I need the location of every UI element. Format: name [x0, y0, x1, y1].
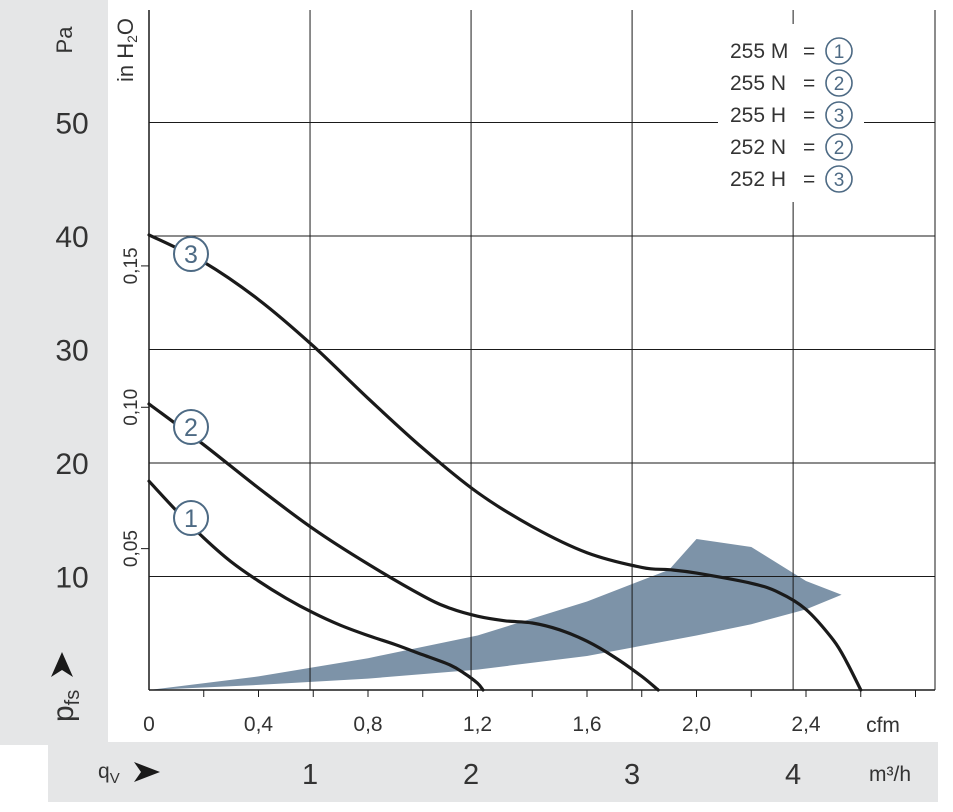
legend-model-label: 252 N: [730, 136, 786, 159]
cfm-tick-label: 1,6: [572, 713, 601, 736]
pa-tick-label: 20: [55, 448, 88, 481]
legend-equals: =: [803, 136, 815, 159]
curve-1-marker: [173, 500, 209, 536]
curve-2-marker-number: 2: [184, 414, 198, 442]
cfm-tick-label: 0: [143, 713, 155, 736]
legend: 255 M = 1 255 N = 2 255 H = 3 252 N = 2 252 H = 3: [730, 37, 853, 193]
cfm-tick-label: 2,0: [682, 713, 711, 736]
legend-model-label: 255 M: [730, 40, 788, 63]
inh2o-tick-labels: 0,05 0,10 0,15: [121, 247, 149, 567]
legend-curve-circle: [825, 37, 853, 65]
legend-curve-number: 3: [834, 170, 845, 191]
curve-3-line: [147, 233, 863, 692]
curve-markers: 1 2 3: [173, 236, 209, 536]
curve-1-marker-number: 1: [184, 505, 198, 533]
x-direction-arrow-icon: [134, 762, 160, 782]
bottom-axis-panel: [48, 742, 938, 802]
cfm-tick-label: 0,8: [353, 713, 382, 736]
x-axis-ticks: [203, 690, 916, 697]
legend-equals: =: [803, 72, 815, 95]
pa-tick-label: 40: [55, 221, 88, 254]
grid: [149, 10, 936, 690]
legend-curve-circle: [825, 165, 853, 193]
legend-curve-number: 1: [834, 42, 845, 63]
m3h-unit-label: m³/h: [869, 763, 911, 786]
legend-model-label: 252 H: [730, 168, 786, 191]
legend-curve-number: 3: [834, 106, 845, 127]
curve-1-line: [147, 479, 485, 692]
inh2o-tick-label: 0,10: [121, 389, 142, 426]
curve-2-line: [147, 402, 660, 692]
m3h-tick-label: 2: [463, 759, 479, 791]
cfm-unit-label: cfm: [866, 714, 900, 737]
curve-3-marker-number: 3: [184, 241, 198, 269]
cfm-tick-label: 2,4: [791, 713, 821, 736]
legend-curve-circle: [825, 69, 853, 97]
legend-model-label: 255 H: [730, 104, 786, 127]
pa-tick-label: 10: [55, 562, 88, 595]
m3h-tick-label: 4: [785, 759, 801, 791]
legend-equals: =: [803, 168, 815, 191]
curve-3-marker: [173, 236, 209, 272]
legend-model-label: 255 N: [730, 72, 786, 95]
legend-curve-number: 2: [834, 74, 845, 95]
legend-curve-circle: [825, 133, 853, 161]
legend-curve-circle: [825, 101, 853, 129]
operating-range-band: [149, 539, 842, 690]
curves: [147, 233, 863, 692]
pa-tick-label: 30: [55, 335, 88, 368]
cfm-tick-labels: 0 0,4 0,8 1,2 1,6 2,0 2,4: [143, 713, 821, 736]
cfm-tick-label: 1,2: [463, 713, 492, 736]
m3h-tick-label: 3: [624, 759, 640, 791]
pa-tick-label: 50: [55, 108, 88, 141]
inh2o-unit-label: in H2O: [113, 18, 140, 82]
cfm-tick-label: 0,4: [244, 713, 274, 736]
y-symbol-label: pfs: [47, 690, 84, 722]
m3h-tick-labels: 1 2 3 4: [302, 759, 801, 791]
x-symbol-label: qV: [98, 760, 120, 787]
legend-equals: =: [803, 40, 815, 63]
pa-unit-label: Pa: [52, 26, 77, 54]
left-axis-panel: [0, 0, 108, 745]
legend-curve-number: 2: [834, 138, 845, 159]
inh2o-tick-label: 0,15: [121, 247, 142, 284]
pa-tick-labels: 10 20 30 40 50: [55, 108, 88, 595]
m3h-tick-label: 1: [302, 759, 318, 791]
inh2o-tick-label: 0,05: [121, 530, 142, 567]
legend-equals: =: [803, 104, 815, 127]
curve-2-marker: [173, 409, 209, 445]
y-direction-arrow-icon: [51, 652, 73, 677]
